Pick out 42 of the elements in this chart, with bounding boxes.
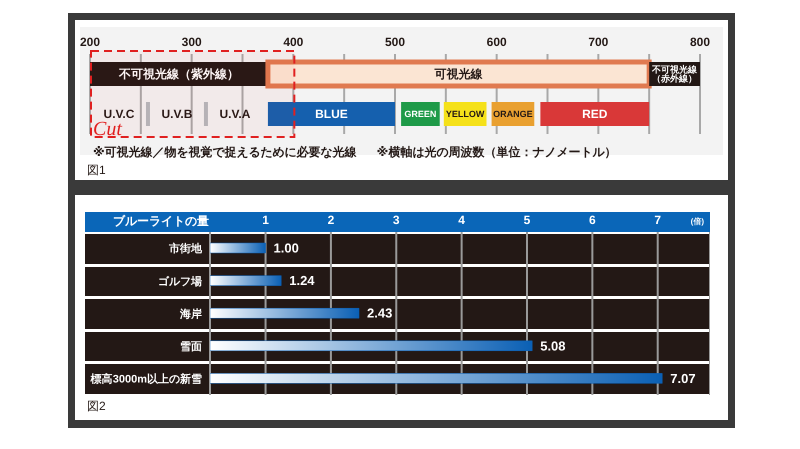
x-tick-label: 6 <box>589 213 596 227</box>
data-label: 7.07 <box>670 370 696 386</box>
x-tick-label: 200 <box>80 35 100 49</box>
y-tick-label: ゴルフ場 <box>158 274 202 288</box>
x-tick-label: 800 <box>690 35 710 49</box>
data-label: 1.24 <box>289 273 316 288</box>
x-axis-title: (倍) <box>690 216 704 227</box>
series-label: GREEN <box>404 109 436 119</box>
y-tick-label: 市街地 <box>168 242 203 256</box>
x-tick-label: 1 <box>262 213 270 227</box>
x-tick-label: 500 <box>384 35 406 49</box>
series-label: 不可視光線（赤外線） <box>651 64 698 84</box>
band-label: Cut <box>93 118 122 140</box>
y-axis-title: ブルーライトの量 <box>113 213 209 230</box>
x-tick-label: 700 <box>588 35 609 49</box>
y-tick-label: 標高3000m以上の新雪 <box>90 372 202 386</box>
data-label: 1.00 <box>274 240 299 256</box>
series-label: BLUE <box>315 107 348 121</box>
annotation: U.V.B <box>162 107 193 121</box>
series-label: YELLOW <box>446 109 485 119</box>
x-tick-label: 400 <box>283 35 304 49</box>
x-tick-label: 2 <box>328 213 335 227</box>
x-tick-label: 7 <box>654 213 662 227</box>
data-label: 5.08 <box>540 338 566 354</box>
x-tick-label: 5 <box>524 213 531 227</box>
series-label: 不可視光線（紫外線） <box>118 67 239 81</box>
x-tick-label: 4 <box>458 213 466 227</box>
annotation: U.V.A <box>219 107 251 121</box>
text: ※横軸は光の周波数（単位：ナノメートル） <box>376 145 616 159</box>
caption: 図1 <box>87 162 106 179</box>
annotation: U.V.C <box>104 107 135 121</box>
series-label: ORANGE <box>493 109 533 119</box>
series-label: 可視光線 <box>434 67 484 81</box>
x-tick-label: 300 <box>182 35 202 49</box>
data-label: 2.43 <box>367 306 392 321</box>
caption: 図2 <box>87 398 106 415</box>
y-tick-label: 海岸 <box>179 307 202 320</box>
series-label: RED <box>582 107 608 121</box>
x-tick-label: 600 <box>486 35 507 49</box>
y-tick-label: 雪面 <box>180 341 202 354</box>
x-tick-label: 3 <box>392 213 400 227</box>
text: ※可視光線／物を視覚で捉えるために必要な光線 <box>93 145 357 159</box>
